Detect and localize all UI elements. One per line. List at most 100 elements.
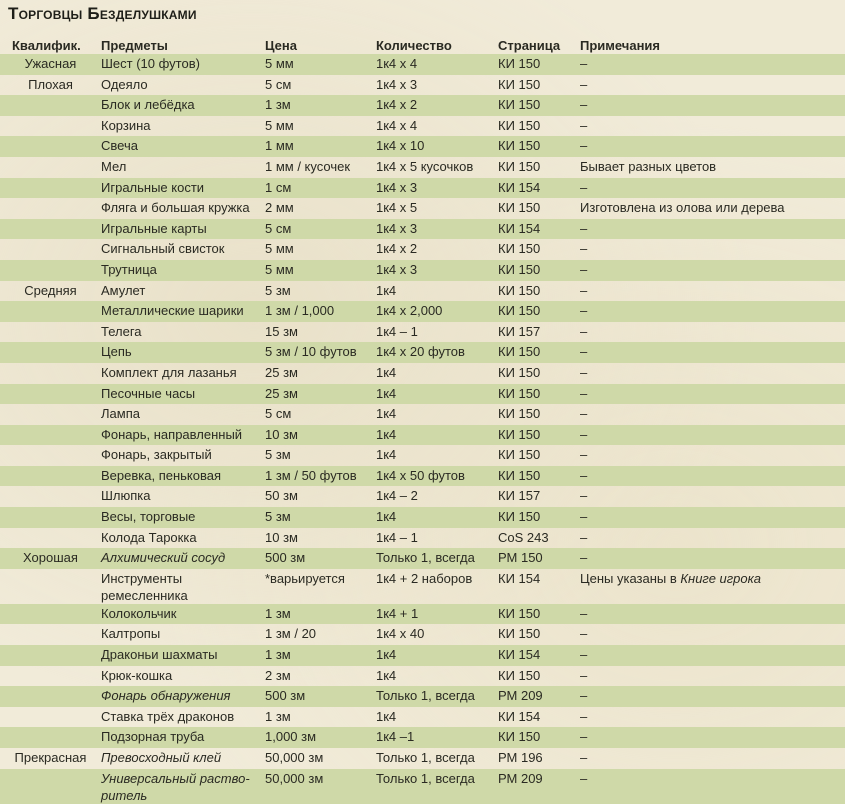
cell-notes: – [580,727,845,748]
cell-quantity: 1к4 [376,404,498,425]
cell-page: КИ 150 [498,116,580,137]
cell-quality [0,528,101,549]
cell-quality [0,157,101,178]
cell-item: Ставка трёх драконов [101,707,265,728]
cell-price-text: 5 зм [265,447,291,463]
table-row: Корзина 5 мм 1к4 x 4 КИ 150 – [0,116,845,137]
cell-notes: – [580,528,845,549]
cell-price: 1 мм / кусочек [265,157,376,178]
cell-price-text: 5 зм [265,509,291,525]
cell-notes: – [580,748,845,769]
cell-price: 5 см [265,218,376,240]
cell-quality [0,569,101,604]
page-title: Торговцы Безделушками [8,4,197,23]
cell-price-text: 5 мм [265,261,294,277]
cell-quantity-text: 1к4 [376,406,397,422]
cell-quantity-text: 1к4 x 50 футов [376,467,465,483]
cell-quantity-text: 1к4 – 2 [376,488,418,504]
cell-price-text: 5 зм / 10 футов [265,344,357,360]
cell-notes-text: – [580,261,588,277]
cell-quantity-text: 1к4 x 4 [376,56,418,71]
cell-page: КИ 150 [498,383,580,405]
cell-item: Фонарь, закрытый [101,445,265,466]
cell-quality: Средняя [0,281,101,302]
cell-price: 1,000 зм [265,727,376,748]
cell-price: 2 зм [265,666,376,687]
cell-quality-text: Плохая [28,76,73,92]
cell-quantity-text: Только 1, всегда [376,550,475,566]
cell-quantity: 1к4 x 50 футов [376,465,498,487]
cell-price: 10 зм [265,424,376,446]
cell-item: Калтропы [101,624,265,645]
cell-price: 5 мм [265,116,376,137]
cell-price-text: 2 мм [265,200,294,216]
cell-notes-text: – [580,770,588,786]
cell-item-text: Шлюпка [101,488,151,504]
cell-notes: – [580,383,845,405]
cell-item-text: Фляга и большая кружка [101,200,250,216]
cell-price: 5 зм [265,507,376,528]
cell-item: Фонарь обнаружения [101,686,265,707]
cell-price: 1 зм [265,707,376,728]
cell-quality [0,424,101,446]
cell-quantity: 1к4 x 3 [376,218,498,240]
cell-quantity: 1к4 x 2 [376,95,498,116]
cell-quantity: 1к4 [376,645,498,666]
cell-price-text: 50,000 зм [265,750,324,765]
cell-quantity: 1к4 x 3 [376,259,498,281]
cell-item-text: Колода Тарокка [101,529,197,545]
cell-price: 1 зм / 50 футов [265,465,376,487]
cell-price: 25 зм [265,363,376,384]
cell-price-text: 1 зм / 1,000 [265,303,335,319]
cell-price: 1 зм [265,645,376,666]
cell-quantity: 1к4 [376,445,498,466]
cell-quality [0,603,101,625]
cell-page-text: КИ 154 [498,570,541,586]
cell-page-text: РМ 150 [498,550,543,566]
cell-notes: – [580,707,845,728]
table-row: Ужасная Шест (10 футов) 5 мм 1к4 x 4 КИ 150 – [0,54,845,75]
cell-quantity-text: 1к4 x 40 [376,626,425,642]
cell-quantity: 1к4 x 40 [376,624,498,645]
cell-quantity-text: 1к4 x 2 [376,241,418,257]
cell-quality [0,486,101,507]
cell-notes-text: – [580,385,588,401]
table-row: Свеча 1 мм 1к4 x 10 КИ 150 – [0,136,845,157]
cell-quality-text: Хорошая [23,550,78,566]
cell-page: КИ 154 [498,569,580,604]
cell-price: 1 зм / 1,000 [265,301,376,322]
cell-quantity-text: 1к4 [376,385,397,401]
cell-quantity: Только 1, всегда [376,686,498,707]
table-row: Фляга и большая кружка 2 мм 1к4 x 5 КИ 150 И… [0,198,845,219]
cell-quantity-text: 1к4 [376,667,397,683]
cell-quality [0,666,101,687]
cell-item: Лампа [101,404,265,425]
cell-quality [0,116,101,137]
cell-notes-text: – [580,605,588,621]
cell-quality [0,136,101,157]
cell-page-text: КИ 150 [498,385,541,401]
cell-item-text: Фонарь, закрытый [101,447,212,463]
cell-item: Алхимический сосуд [101,548,265,569]
cell-item-text: Крюк-кошка [101,667,173,683]
cell-price-text: 1 зм / 20 [265,626,317,642]
cell-notes: – [580,218,845,240]
cell-notes-text: – [580,406,588,422]
cell-quality-text: Ужасная [24,56,77,71]
cell-page: КИ 150 [498,54,580,75]
cell-price-text: 5 мм [265,241,294,257]
cell-item-text: Калтропы [101,626,161,642]
table-row: Прекрасная Превосходный клей 50,000 зм Толь… [0,748,845,769]
cell-item-text: Игральные карты [101,220,207,236]
cell-quantity: 1к4 [376,707,498,728]
table-row: Весы, торговые 5 зм 1к4 КИ 150 – [0,507,845,528]
cell-notes-text: – [580,97,588,113]
cell-price-text: 500 зм [265,550,306,566]
cell-page: КИ 150 [498,727,580,748]
cell-page-text: КИ 150 [498,56,541,71]
cell-page-text: КИ 154 [498,179,541,195]
cell-item-text: Цепь [101,344,132,360]
cell-page-text: КИ 150 [498,76,541,92]
cell-quantity-text: Только 1, всегда [376,750,475,765]
cell-quantity-text: 1к4 –1 [376,729,415,745]
